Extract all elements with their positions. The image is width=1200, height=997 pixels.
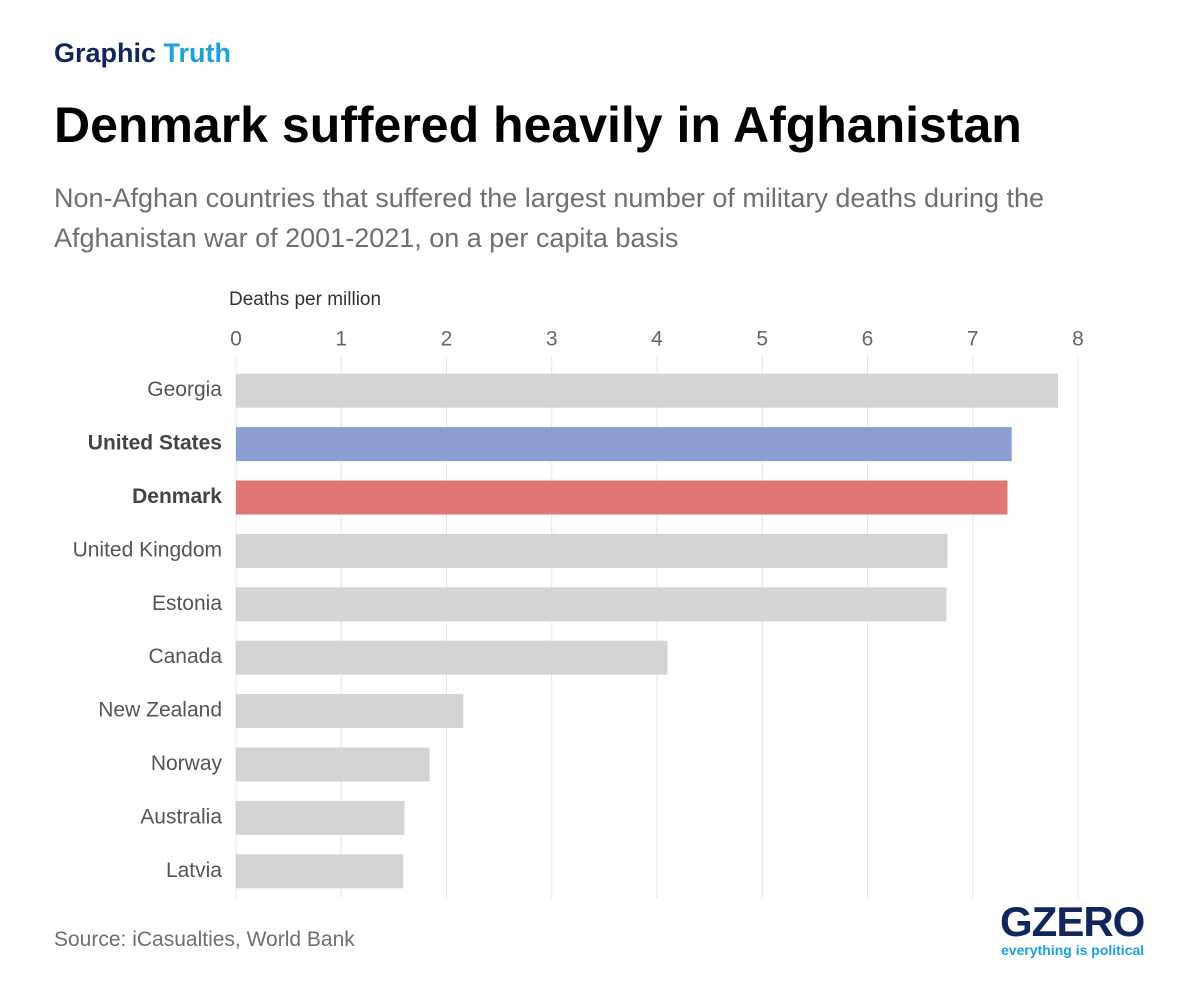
bar <box>236 694 464 729</box>
kicker: Graphic Truth <box>54 38 231 69</box>
y-tick-label: Denmark <box>132 485 222 508</box>
axis-label: Deaths per million <box>229 289 381 310</box>
x-tick-label: 7 <box>967 328 979 351</box>
subtitle: Non-Afghan countries that suffered the l… <box>54 183 1045 253</box>
title: Denmark suffered heavily in Afghanistan <box>54 97 1022 153</box>
x-tick-label: 5 <box>756 328 768 351</box>
source: Source: iCasualties, World Bank <box>54 928 355 951</box>
y-tick-label: Estonia <box>152 592 222 615</box>
y-tick-label: United Kingdom <box>73 538 222 561</box>
kicker-part: Graphic <box>54 38 157 68</box>
bar <box>236 587 947 622</box>
bar <box>236 373 1059 408</box>
bar <box>236 480 1008 515</box>
bar <box>236 640 668 675</box>
x-tick-label: 4 <box>651 328 663 351</box>
x-tick-label: 8 <box>1072 328 1084 351</box>
bar <box>236 747 430 782</box>
x-tick-label: 2 <box>441 328 453 351</box>
x-tick-label: 6 <box>862 328 874 351</box>
y-tick-label: Latvia <box>166 859 222 882</box>
y-tick-label: New Zealand <box>98 699 222 722</box>
x-tick-label: 0 <box>230 328 242 351</box>
bar <box>236 800 405 835</box>
bar <box>236 854 404 889</box>
y-tick-label: Georgia <box>147 378 222 401</box>
bar <box>236 533 948 568</box>
x-tick-label: 1 <box>335 328 347 351</box>
logo: GZERO <box>1000 898 1145 945</box>
y-tick-label: Australia <box>140 805 222 828</box>
y-tick-label: Canada <box>148 645 222 668</box>
kicker-part: Truth <box>163 38 232 68</box>
y-tick-label: Norway <box>151 752 223 775</box>
y-tick-label: United States <box>88 432 222 455</box>
logo-tagline: everything is political <box>1001 942 1145 958</box>
bar <box>236 427 1012 462</box>
x-tick-label: 3 <box>546 328 558 351</box>
